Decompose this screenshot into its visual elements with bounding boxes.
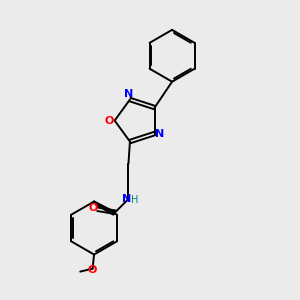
Text: N: N [124,89,133,99]
Text: O: O [105,116,114,126]
Text: O: O [87,265,96,275]
Text: H: H [131,195,139,206]
Text: O: O [88,203,98,213]
Text: N: N [155,128,164,139]
Text: N: N [122,194,132,204]
